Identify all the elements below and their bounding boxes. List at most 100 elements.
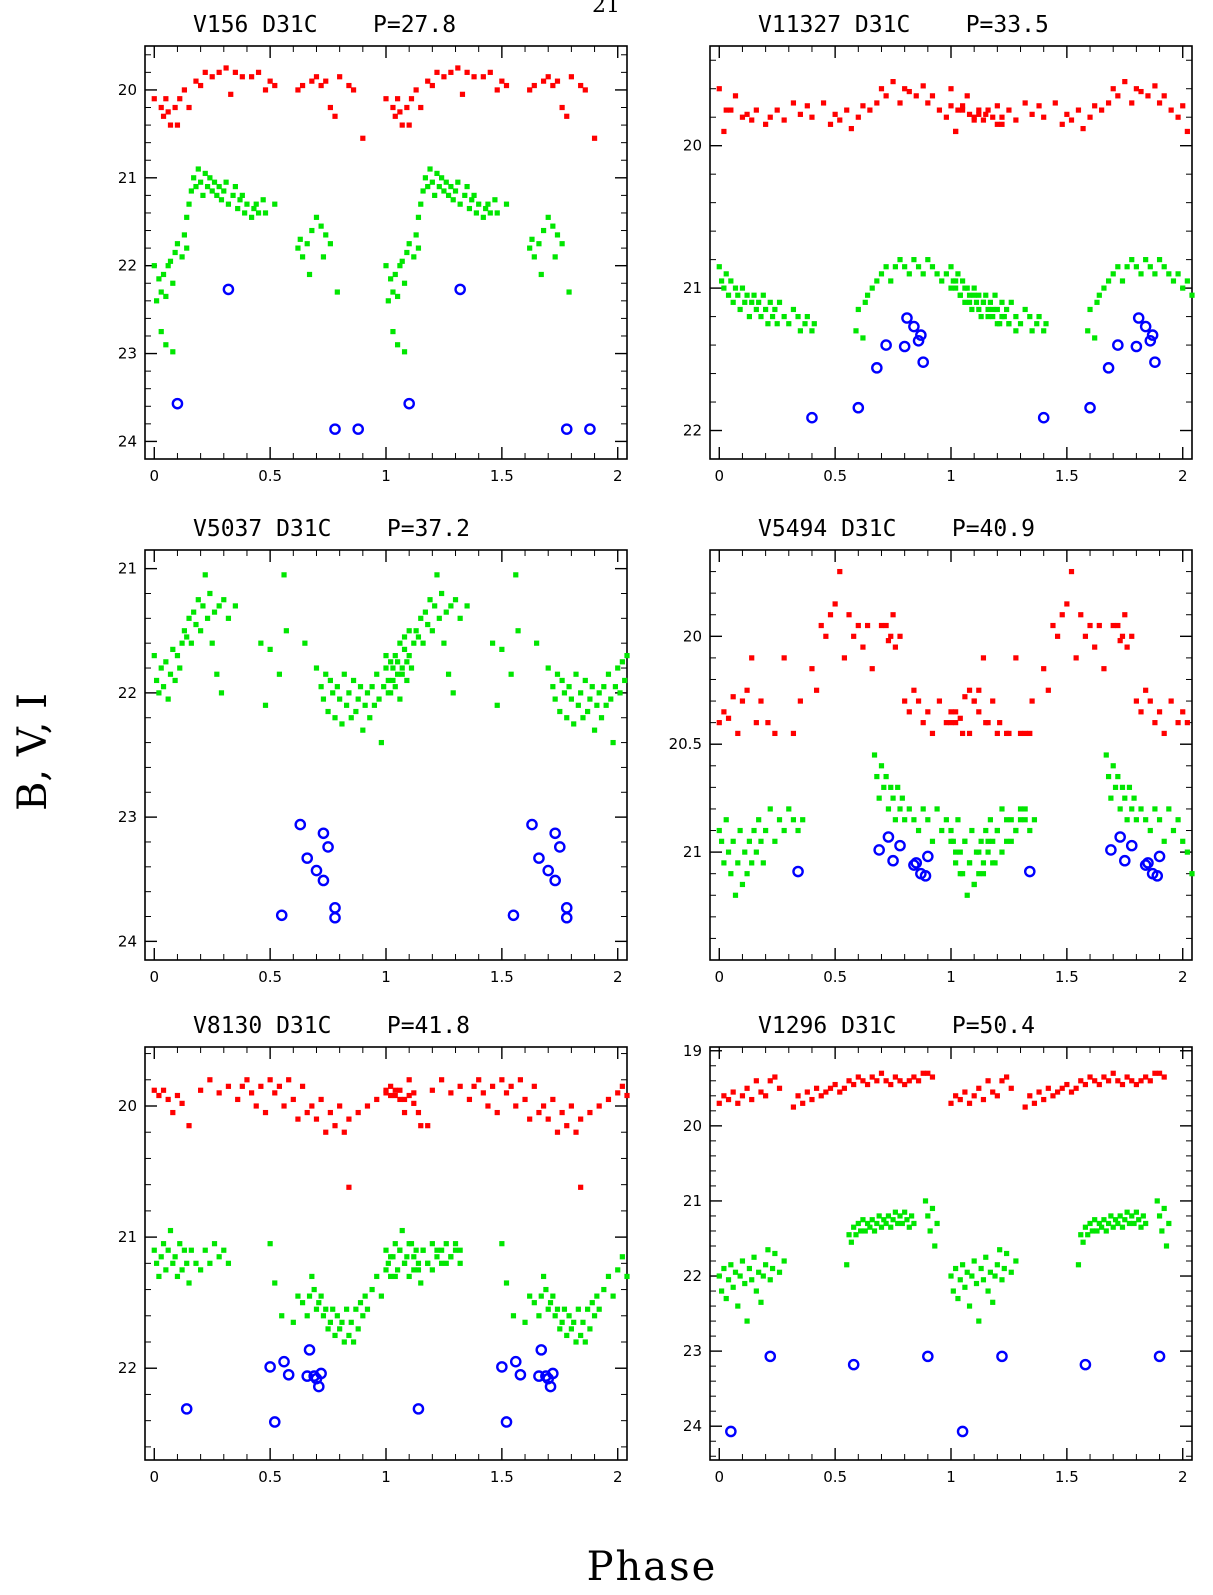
data-point-I [1124,1074,1130,1080]
data-point-V [594,702,600,708]
data-point-V [376,696,382,702]
data-point-I [170,1109,176,1116]
data-point-V [429,1241,435,1247]
data-point-I [309,1103,315,1109]
data-point-V [230,192,236,198]
data-point-I [346,82,352,89]
data-point-V [976,292,982,298]
data-point-I [522,1096,528,1103]
data-point-I [160,1087,167,1093]
data-point-V [985,849,991,855]
x-tick-label: 1.5 [1055,467,1079,485]
data-point-V [420,1247,426,1253]
data-point-V [848,1239,854,1245]
data-point-V [1017,321,1024,327]
data-point-V [948,827,954,834]
data-point-V [934,1220,940,1227]
data-point-B [317,874,330,887]
data-point-I [925,100,931,106]
data-point-V [744,871,750,877]
panels-layer: V156 D31C P=27.80 0.5 1 1.5 22021222324V1132… [118,12,1195,1486]
data-point-V [392,653,398,659]
data-point-V [716,1273,722,1279]
data-point-I [531,82,537,89]
data-point-V [751,1254,757,1260]
data-point-V [874,1220,880,1227]
data-point-I [1168,698,1174,704]
data-point-I [1138,1078,1144,1084]
data-point-V [601,1286,607,1293]
data-point-I [920,83,926,89]
data-point-V [976,306,982,313]
data-point-V [392,684,398,690]
data-point-I [716,86,722,92]
data-point-I [1041,666,1047,672]
data-point-V [985,306,991,313]
data-point-V [339,721,345,727]
data-point-I [332,113,338,119]
series-V [716,1198,1172,1324]
data-point-V [330,1306,336,1312]
data-point-V [888,278,894,284]
data-point-I [953,128,959,135]
data-point-V [902,264,908,270]
data-point-I [596,1103,602,1109]
data-point-V [1013,1258,1019,1264]
data-point-I [781,655,787,661]
data-point-V [976,871,982,877]
data-point-I [878,622,885,629]
data-point-B [908,859,920,871]
data-point-V [552,696,558,702]
data-point-I [434,69,440,75]
y-tick-label: 20 [683,137,702,155]
data-point-V [735,1303,741,1309]
data-point-V [181,1247,187,1253]
data-point-V [348,715,354,721]
data-point-I [730,694,736,700]
data-point-V [334,289,340,295]
data-point-I [1006,730,1012,737]
data-point-B [1114,831,1126,843]
data-point-I [388,1083,394,1089]
data-point-V [404,249,410,256]
data-point-V [378,739,384,746]
data-point-I [355,1109,361,1116]
data-point-I [990,114,996,120]
data-point-V [411,1267,417,1273]
data-point-B [315,1367,327,1380]
data-point-I [983,111,989,117]
data-point-V [957,292,963,298]
data-point-I [1029,111,1035,117]
data-point-V [753,1288,759,1294]
data-point-V [177,1241,183,1247]
y-tick-label: 21 [683,843,702,861]
data-point-V [529,236,535,242]
data-point-I [1138,709,1144,715]
x-tick-label: 2 [1178,467,1188,485]
data-point-V [897,257,903,263]
data-point-V [1175,817,1181,823]
data-point-V [390,665,396,671]
data-point-V [728,1262,734,1268]
data-point-V [1156,257,1163,263]
data-point-I [860,1078,866,1084]
data-point-V [357,1300,364,1306]
data-point-B [454,283,466,296]
data-point-B [1144,334,1157,347]
data-point-V [608,696,614,702]
plot-frame [709,1046,1193,1461]
data-point-V [411,254,417,260]
data-point-V [181,232,187,238]
data-point-I [906,1078,912,1084]
data-point-I [749,1096,755,1103]
data-point-V [413,1247,419,1253]
data-point-V [394,1267,401,1273]
data-point-I [503,1090,510,1096]
data-point-V [876,795,882,801]
data-point-V [895,1220,901,1227]
data-point-V [1101,1217,1107,1223]
data-point-I [846,612,852,618]
data-point-V [892,1209,898,1215]
data-point-V [753,306,759,313]
data-point-V [751,292,757,298]
